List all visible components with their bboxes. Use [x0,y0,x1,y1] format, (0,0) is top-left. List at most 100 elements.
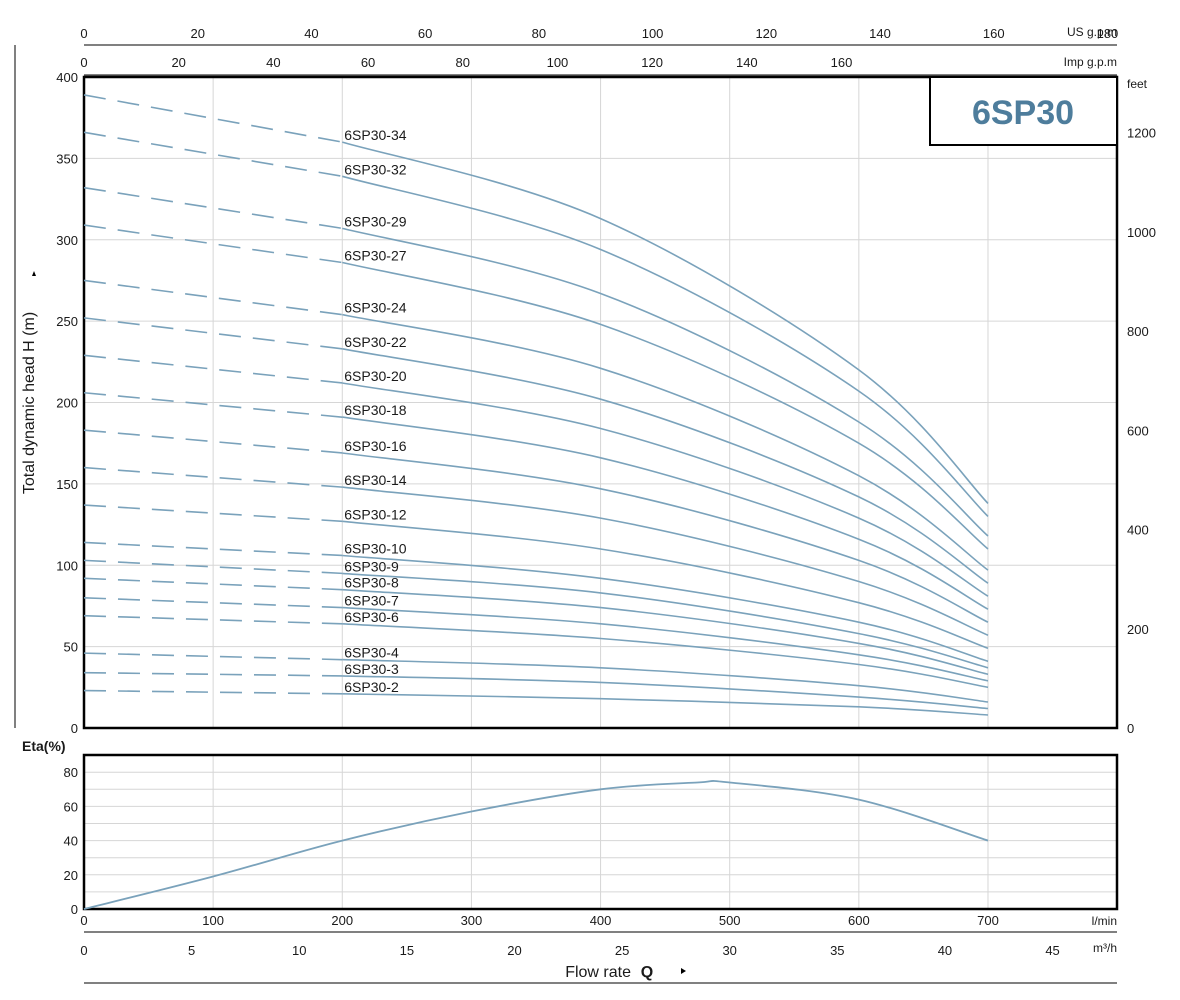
imp-gpm-tick-label: 140 [736,55,758,70]
m3h-tick-label: 20 [507,943,521,958]
head-tick-label: 350 [56,151,78,166]
feet-tick-label: 0 [1127,721,1134,736]
imp-gpm-tick-label: 40 [266,55,280,70]
head-curve-dashed [83,504,343,523]
imp-gpm-tick-label: 160 [831,55,853,70]
us-gpm-tick-label: 180 [1097,26,1119,41]
curve-label: 6SP30-14 [344,472,406,488]
m3h-tick-label: 15 [400,943,414,958]
head-curve [342,623,989,689]
head-tick-label: 200 [56,396,78,411]
head-curve [342,348,989,584]
lmin-unit-label: l/min [1092,914,1117,928]
head-curve [342,606,989,682]
flow-axis-arrow-icon [681,968,686,974]
head-curve [342,416,989,610]
curve-label: 6SP30-34 [344,127,406,143]
head-curve [342,658,989,703]
us-gpm-tick-label: 80 [532,26,546,41]
head-curve [342,693,989,716]
feet-tick-label: 800 [1127,324,1149,339]
head-curve-dashed [83,671,343,677]
us-gpm-tick-label: 60 [418,26,432,41]
head-curve [342,588,989,676]
head-curve-dashed [83,131,343,178]
feet-tick-label: 1000 [1127,225,1156,240]
us-gpm-tick-label: 140 [869,26,891,41]
head-curve-dashed [83,689,343,695]
curve-label: 6SP30-4 [344,645,399,661]
feet-tick-labels: 0 200 400 600 800 1000 1200 [1127,126,1156,736]
head-curve-dashed [83,541,343,557]
head-tick-label: 300 [56,233,78,248]
head-curve-dashed [83,186,343,230]
head-curve-dashed [83,391,343,418]
us-gpm-tick-label: 120 [755,26,777,41]
us-gpm-unit-label: US g.p.m [1067,25,1117,39]
us-gpm-tick-label: 160 [983,26,1005,41]
feet-tick-label: 1200 [1127,126,1156,141]
us-gpm-tick-label: 100 [642,26,664,41]
flow-axis-symbol: Q [641,964,653,981]
head-grid [84,77,1117,728]
m3h-tick-label: 0 [80,943,87,958]
head-curve-dashed [83,652,343,661]
curve-label: 6SP30-10 [344,540,406,556]
head-curve [342,554,989,663]
head-tick-label: 150 [56,477,78,492]
us-gpm-tick-label: 40 [304,26,318,41]
m3h-tick-labels: 0 5 10 15 20 25 30 35 40 45 [80,943,1059,958]
head-curve-dashed [83,317,343,350]
head-curve-dashed [83,279,343,316]
head-tick-label: 50 [64,640,78,655]
curve-label: 6SP30-20 [344,368,406,384]
head-curve [342,261,989,550]
lmin-tick-label: 700 [977,913,999,928]
curve-label: 6SP30-16 [344,438,406,454]
imp-gpm-unit-label: Imp g.p.m [1064,55,1117,69]
imp-gpm-tick-labels: 0 20 40 60 80 100 120 140 160 [80,55,852,70]
curve-label: 6SP30-27 [344,248,406,264]
curve-labels: 6SP30-34 6SP30-32 6SP30-29 6SP30-27 6SP30-24… [344,127,406,695]
imp-gpm-tick-label: 120 [641,55,663,70]
eta-tick-label: 80 [64,765,78,780]
us-gpm-tick-label: 0 [80,26,87,41]
imp-gpm-tick-label: 100 [547,55,569,70]
imp-gpm-tick-label: 20 [171,55,185,70]
flow-axis-title: Flow rate [565,964,631,981]
eta-grid [84,755,1117,909]
eta-curve-group [83,780,989,910]
lmin-tick-label: 0 [80,913,87,928]
head-tick-label: 400 [56,70,78,85]
lmin-tick-label: 400 [590,913,612,928]
us-gpm-tick-labels: 0 20 40 60 80 100 120 140 160 180 [80,26,1118,41]
m3h-tick-label: 30 [722,943,736,958]
curve-label: 6SP30-3 [344,661,399,677]
eta-plot-frame [82,753,1119,911]
m3h-tick-label: 40 [938,943,952,958]
head-curve-dashed [83,224,343,264]
curve-label: 6SP30-32 [344,161,406,177]
head-curve [342,486,989,636]
curve-label: 6SP30-12 [344,506,406,522]
title-box [929,76,1118,146]
eta-tick-label: 40 [64,834,78,849]
feet-tick-label: 600 [1127,423,1149,438]
head-tick-label: 0 [71,721,78,736]
head-curve [342,572,989,669]
head-curve-dashed [83,597,343,609]
head-axis-title: Total dynamic head H (m) [21,312,38,494]
feet-tick-label: 200 [1127,622,1149,637]
curve-label: 6SP30-29 [344,213,406,229]
imp-gpm-tick-label: 80 [456,55,470,70]
m3h-tick-label: 25 [615,943,629,958]
m3h-tick-label: 5 [188,943,195,958]
curve-label: 6SP30-9 [344,558,399,574]
head-curve-dashed [83,429,343,454]
head-curves [83,94,989,716]
lmin-tick-label: 600 [848,913,870,928]
curve-label: 6SP30-22 [344,334,406,350]
head-curve [342,520,989,650]
curve-label: 6SP30-8 [344,575,399,591]
head-curve-dashed [83,559,343,575]
